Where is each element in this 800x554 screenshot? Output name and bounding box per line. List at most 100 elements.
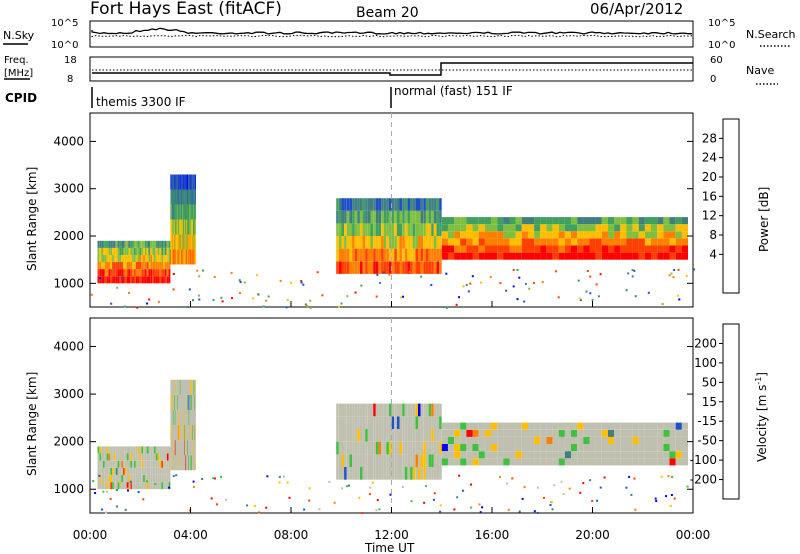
data-cell — [155, 453, 158, 461]
data-cell — [186, 174, 188, 190]
data-cell — [478, 444, 485, 452]
data-cell — [381, 248, 384, 262]
data-cell — [362, 403, 366, 417]
data-cell — [601, 436, 608, 444]
data-cell — [143, 255, 145, 263]
data-cell — [173, 189, 175, 205]
data-cell — [431, 454, 434, 467]
xtick-label: 04:00 — [173, 528, 208, 542]
data-cell — [644, 252, 652, 260]
data-cell — [146, 467, 149, 475]
data-cell — [183, 440, 184, 456]
data-cell — [460, 429, 467, 437]
data-cell — [472, 451, 479, 459]
data-cell — [183, 394, 184, 410]
data-cell — [415, 429, 418, 442]
data-cell — [130, 262, 133, 270]
data-cell — [132, 453, 134, 461]
data-cell — [669, 217, 676, 225]
data-cell — [338, 198, 342, 211]
data-cell — [186, 234, 188, 250]
data-cell — [354, 236, 358, 249]
data-cell — [433, 236, 437, 249]
data-cell — [171, 174, 172, 190]
data-cell — [378, 248, 381, 262]
data-cell — [163, 460, 165, 468]
data-cell — [188, 410, 190, 426]
data-cell — [146, 269, 149, 277]
data-cell — [139, 460, 142, 468]
scatter-cell — [521, 497, 524, 500]
freq-panel: Freq. [MHz] 18 8 60 0 Nave — [4, 55, 778, 85]
data-cell — [174, 410, 176, 426]
data-cell — [362, 416, 366, 429]
data-cell — [433, 467, 437, 480]
data-cell — [601, 458, 608, 466]
data-cell — [407, 416, 411, 429]
scatter-cell — [348, 484, 350, 487]
data-cell — [103, 240, 105, 248]
data-cell — [534, 422, 541, 430]
data-cell — [407, 223, 411, 236]
data-cell — [188, 425, 190, 441]
data-cell — [148, 269, 151, 277]
data-cell — [161, 482, 164, 490]
data-cell — [180, 249, 182, 265]
data-cell — [357, 223, 360, 236]
data-cell — [373, 429, 376, 442]
data-cell — [144, 240, 147, 248]
data-cell — [375, 467, 379, 480]
scatter-cell — [110, 302, 113, 305]
xtick-label: 16:00 — [475, 528, 510, 542]
data-cell — [166, 276, 169, 284]
data-cell — [352, 454, 355, 467]
data-cell — [132, 467, 134, 475]
data-cell — [415, 210, 418, 224]
data-cell — [155, 276, 158, 284]
data-cell — [179, 455, 181, 471]
data-cell — [178, 204, 180, 220]
data-cell — [396, 441, 400, 455]
data-cell — [370, 416, 374, 429]
data-cell — [638, 451, 645, 459]
data-cell — [191, 455, 193, 471]
data-cell — [431, 198, 434, 211]
data-cell — [436, 429, 440, 442]
data-cell — [577, 422, 584, 430]
data-cell — [193, 219, 195, 235]
data-cell — [121, 482, 123, 490]
data-cell — [184, 189, 186, 205]
data-cell — [601, 422, 608, 430]
data-cell — [349, 236, 352, 249]
data-cell — [186, 234, 188, 250]
data-cell — [601, 238, 608, 246]
scatter-cell — [439, 510, 442, 513]
data-cell — [441, 217, 448, 225]
data-cell — [173, 249, 175, 265]
scatter-cell — [382, 271, 385, 274]
scatter-cell — [518, 510, 521, 513]
data-cell — [540, 458, 547, 466]
data-cell — [521, 451, 528, 459]
velocity-cbar-label: Velocity [m s-1] — [754, 372, 769, 462]
data-cell — [189, 219, 191, 235]
data-cell — [357, 429, 360, 442]
scatter-cell — [243, 281, 246, 284]
scatter-cell — [168, 486, 171, 489]
data-cell — [99, 446, 102, 454]
data-cell — [404, 454, 408, 467]
data-cell — [132, 276, 134, 284]
data-cell — [130, 482, 133, 490]
data-cell — [157, 276, 160, 284]
data-cell — [168, 276, 171, 284]
scatter-cell — [432, 498, 435, 501]
data-cell — [190, 249, 192, 265]
scatter-cell — [589, 479, 592, 482]
data-cell — [608, 217, 615, 225]
data-cell — [626, 224, 633, 232]
scatter-cell — [467, 290, 470, 293]
scatter-cell — [246, 504, 249, 507]
data-cell — [373, 248, 376, 262]
data-cell — [383, 441, 387, 455]
data-cell — [632, 245, 639, 253]
